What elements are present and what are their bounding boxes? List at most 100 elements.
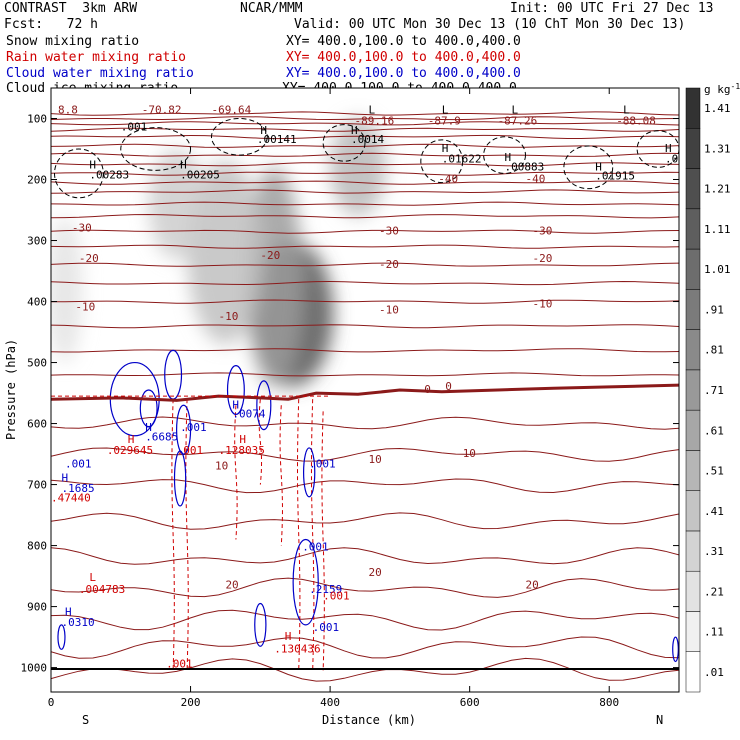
y-tick-label: 800 — [27, 540, 47, 553]
extremum-label: H — [442, 142, 449, 155]
colorbar-label: .71 — [704, 384, 724, 397]
field-snow: Snow mixing ratio — [6, 34, 140, 49]
colorbar-cell — [685, 611, 701, 652]
snow-core — [51, 216, 83, 363]
extremum-label: .2159 — [309, 583, 342, 596]
y-tick-label: 900 — [27, 601, 47, 614]
temperature-label: -20 — [379, 258, 399, 271]
temperature-label: 0 — [445, 380, 452, 393]
temperature-label: 10 — [215, 459, 228, 472]
rain-water-contour — [297, 399, 301, 671]
temperature-contour — [51, 447, 679, 462]
colorbar-label: 1.11 — [704, 223, 731, 236]
temperature-label: -70.82 — [142, 104, 182, 117]
x-tick-label: 400 — [320, 696, 340, 709]
colorbar-label: 1.31 — [704, 142, 731, 155]
extremum-label: .00205 — [180, 168, 220, 181]
x-tick-label: 600 — [460, 696, 480, 709]
cloud-ice-contour — [210, 118, 268, 156]
cloud-ice-contour — [420, 139, 464, 184]
temperature-label: 10 — [368, 453, 381, 466]
temperature-contour — [51, 121, 679, 126]
colorbar-cell — [685, 208, 701, 250]
colorbar-label: .81 — [704, 344, 724, 357]
colorbar-cell — [685, 168, 701, 210]
colorbar-cell — [685, 651, 701, 693]
valid-time: Valid: 00 UTC Mon 30 Dec 13 (10 ChT Mon … — [294, 17, 686, 32]
extremum-label: L — [623, 104, 630, 117]
extremum-label: L — [512, 104, 519, 117]
temperature-contour — [51, 324, 679, 329]
cloud-water-contour — [226, 364, 245, 416]
snow-core — [187, 161, 264, 345]
init-time: Init: 00 UTC Fri 27 Dec 13 — [510, 1, 714, 16]
temperature-contour — [51, 478, 679, 494]
colorbar-label: 1.41 — [704, 102, 731, 115]
rain-water-contours — [171, 399, 325, 671]
temperature-contour — [51, 162, 679, 167]
y-tick-label: 200 — [27, 174, 47, 187]
extremum-label: H — [505, 151, 512, 164]
temperature-contour — [51, 512, 679, 530]
colorbar-label: .31 — [704, 545, 724, 558]
temperature-contour — [51, 609, 679, 631]
freezing-level — [51, 383, 679, 402]
extremum-label: .001 — [313, 621, 340, 634]
plot-frame — [50, 87, 680, 693]
extremum-label: H — [351, 124, 358, 137]
cloud-ice-contour — [120, 127, 192, 171]
extremum-label: H — [232, 398, 239, 411]
temperature-label: 20 — [525, 578, 538, 591]
temperature-contour — [51, 127, 679, 132]
colorbar-label: .41 — [704, 505, 724, 518]
extremum-label: .001 — [180, 421, 207, 434]
temperature-contour — [51, 134, 679, 140]
cloud-water-contour — [254, 602, 267, 647]
extremum-label: .01622 — [442, 152, 482, 165]
colorbar-label: .01 — [704, 666, 724, 679]
forecast-hour: Fcst: 72 h — [4, 17, 98, 32]
x-end-north: N — [656, 713, 663, 727]
extremum-label: .01766 — [665, 152, 705, 165]
extremum-label: .00883 — [505, 160, 545, 173]
extremum-label: H — [239, 433, 246, 446]
temperature-label: -10 — [532, 298, 552, 311]
temperature-contour — [51, 213, 679, 219]
extremum-label: H — [180, 159, 187, 172]
temperature-contour — [51, 577, 679, 598]
temperature-label: 20 — [368, 566, 381, 579]
temperature-contour — [51, 299, 679, 304]
extremum-label: .001 — [302, 540, 329, 553]
extremum-label: H — [145, 421, 152, 434]
temperature-label: -10 — [218, 310, 238, 323]
extremum-label: .00283 — [89, 168, 129, 181]
temperature-contour — [51, 657, 679, 682]
extremum-label: .01915 — [595, 170, 635, 183]
extremum-label: H — [260, 124, 267, 137]
cloud-water-contour — [57, 624, 66, 650]
x-axis-label: Distance (km) — [322, 713, 416, 727]
temperature-label: -69.64 — [211, 104, 251, 117]
cloud-water-contour — [175, 404, 192, 455]
y-axis-label: Pressure (hPa) — [4, 339, 18, 440]
cloud-water-contour — [139, 389, 158, 428]
rain-water-contour — [234, 405, 238, 540]
colorbar-cell — [685, 369, 701, 411]
x-end-south: S — [82, 713, 89, 727]
extremum-label: .00141 — [257, 133, 297, 146]
colorbar-label: 1.21 — [704, 183, 731, 196]
colorbar-label: .21 — [704, 585, 724, 598]
x-tick-label: 800 — [599, 696, 619, 709]
temperature-contour — [51, 201, 679, 206]
temperature-contour — [51, 547, 679, 565]
cloud-water-contour — [302, 447, 316, 498]
cloud-water-contour — [672, 636, 679, 663]
temperature-label: -89.16 — [355, 115, 395, 128]
extremum-label: .001 — [121, 121, 147, 134]
colorbar-cell — [685, 289, 701, 330]
extremum-label: .0310 — [61, 616, 94, 629]
y-tick-label: 500 — [27, 357, 47, 370]
temperature-label: -30 — [379, 224, 399, 237]
extremum-label: .001 — [65, 457, 92, 470]
